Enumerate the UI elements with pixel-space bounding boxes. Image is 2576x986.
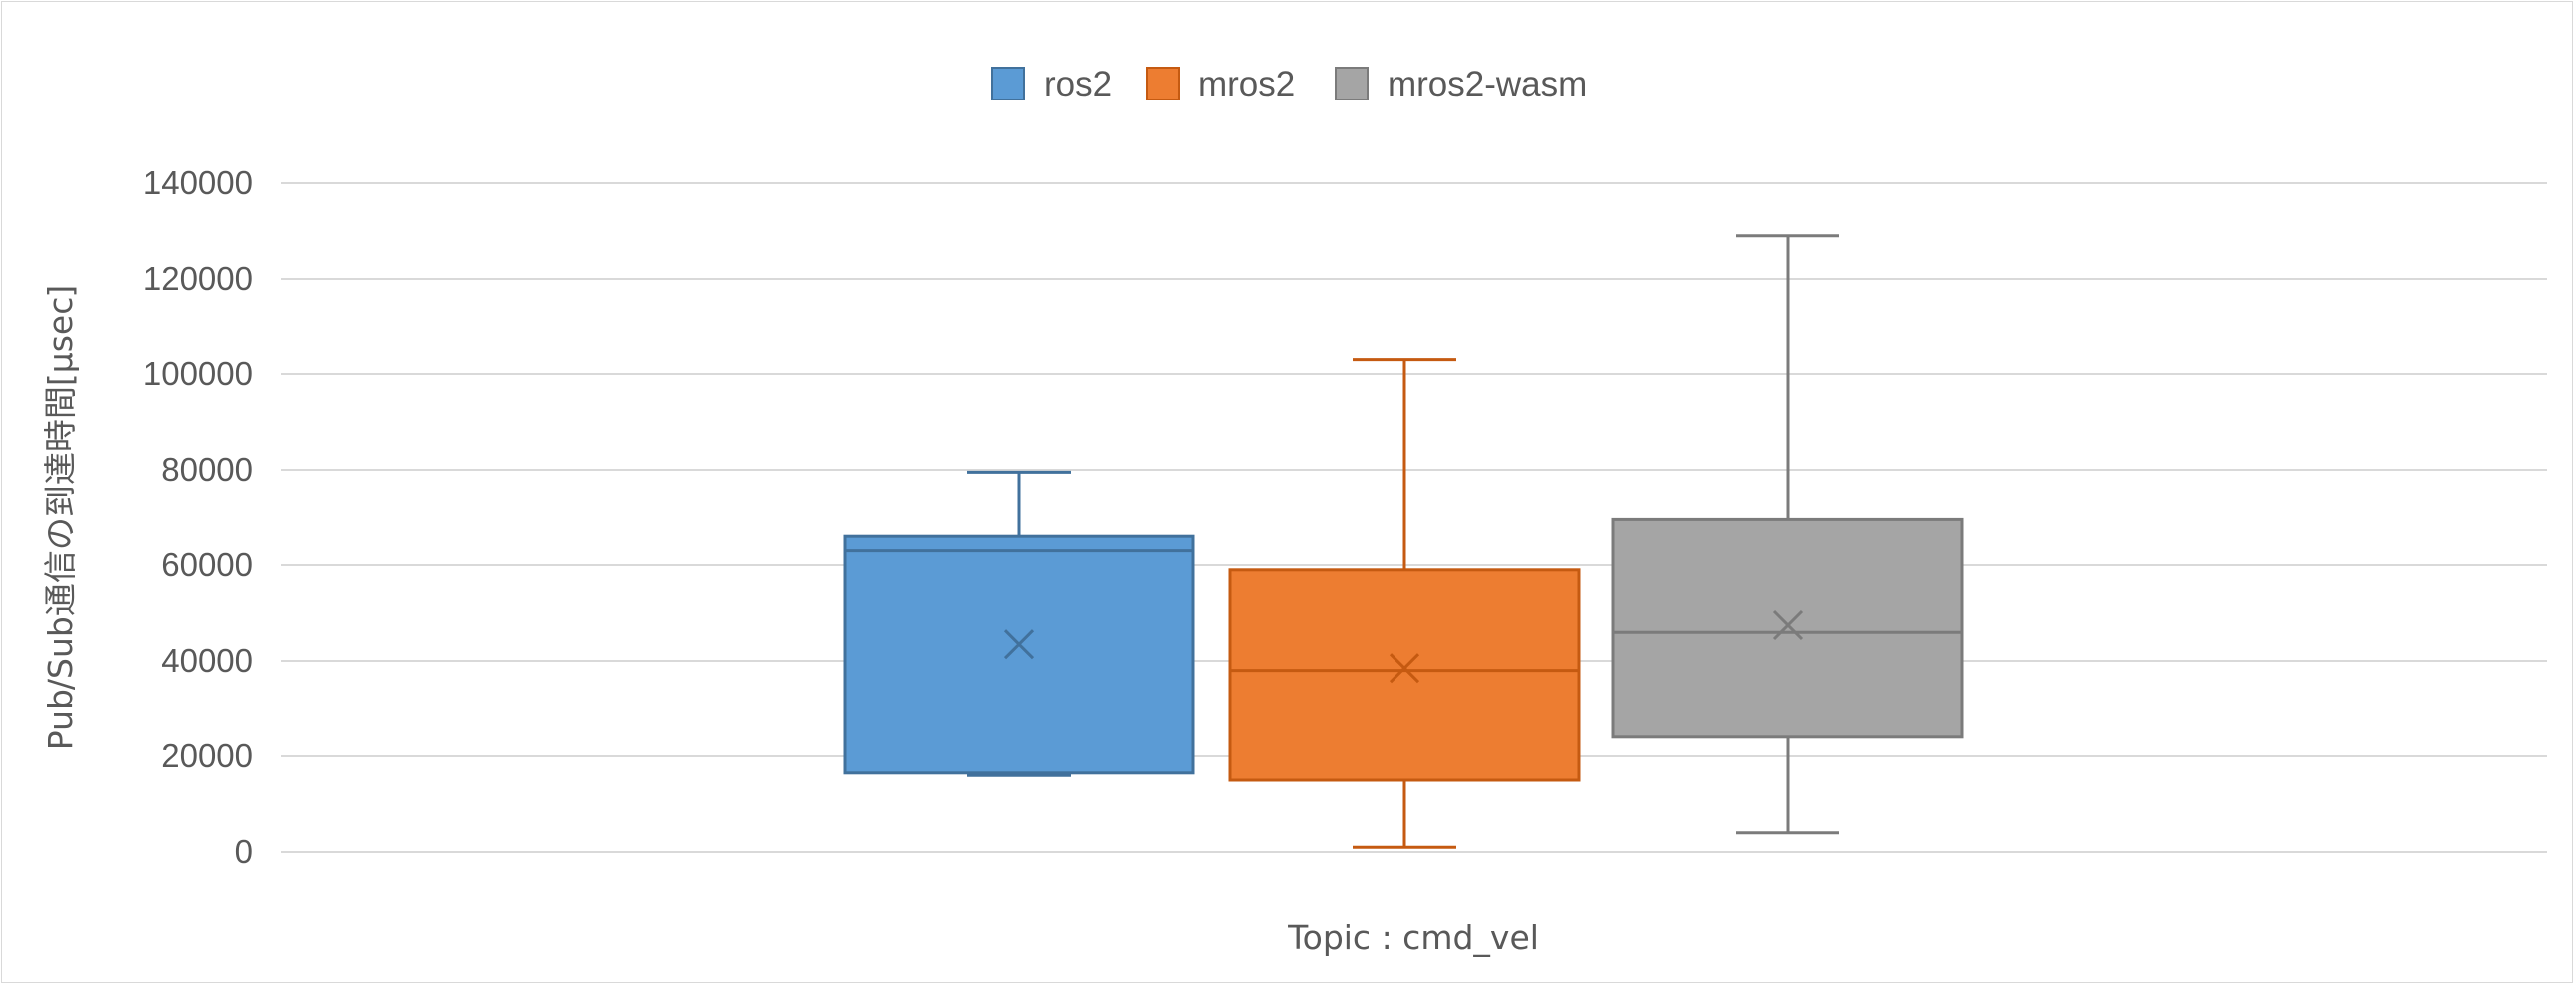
legend-label: ros2 — [1044, 65, 1112, 103]
mean-marker — [1772, 609, 1804, 641]
y-tick-label: 0 — [235, 833, 253, 870]
legend-item-mros2-wasm: mros2-wasm — [1335, 65, 1587, 103]
legend-swatch — [991, 67, 1025, 100]
box-mros2-wasm — [1611, 234, 1964, 835]
y-tick-label: 20000 — [161, 737, 253, 774]
mean-marker — [1003, 629, 1035, 660]
legend-label: mros2-wasm — [1388, 65, 1587, 103]
legend-swatch — [1146, 67, 1180, 100]
box-iqr — [1228, 568, 1581, 782]
y-tick-label: 80000 — [161, 451, 253, 488]
box-mros2 — [1228, 358, 1581, 849]
legend-swatch — [1335, 67, 1369, 100]
y-tick-label: 40000 — [161, 642, 253, 679]
legend: ros2 mros2 mros2-wasm — [991, 65, 1587, 103]
box-iqr — [1611, 517, 1964, 739]
legend-item-mros2: mros2 — [1146, 65, 1295, 103]
y-tick-label: 100000 — [143, 355, 253, 392]
mean-marker — [1389, 653, 1420, 684]
y-axis-title: Pub/Sub通信の到達時間[µsec] — [41, 285, 80, 751]
legend-item-ros2: ros2 — [991, 65, 1112, 103]
box-ros2 — [843, 470, 1195, 777]
x-axis-title: Topic : cmd_vel — [1287, 918, 1539, 957]
y-tick-label: 140000 — [143, 164, 253, 201]
box-series — [843, 234, 1964, 849]
y-axis-tick-labels: 0 20000 40000 60000 80000 100000 120000 140000 — [143, 164, 253, 870]
y-tick-label: 60000 — [161, 546, 253, 583]
y-tick-label: 120000 — [143, 260, 253, 296]
box-iqr — [843, 534, 1195, 775]
legend-label: mros2 — [1198, 65, 1295, 103]
